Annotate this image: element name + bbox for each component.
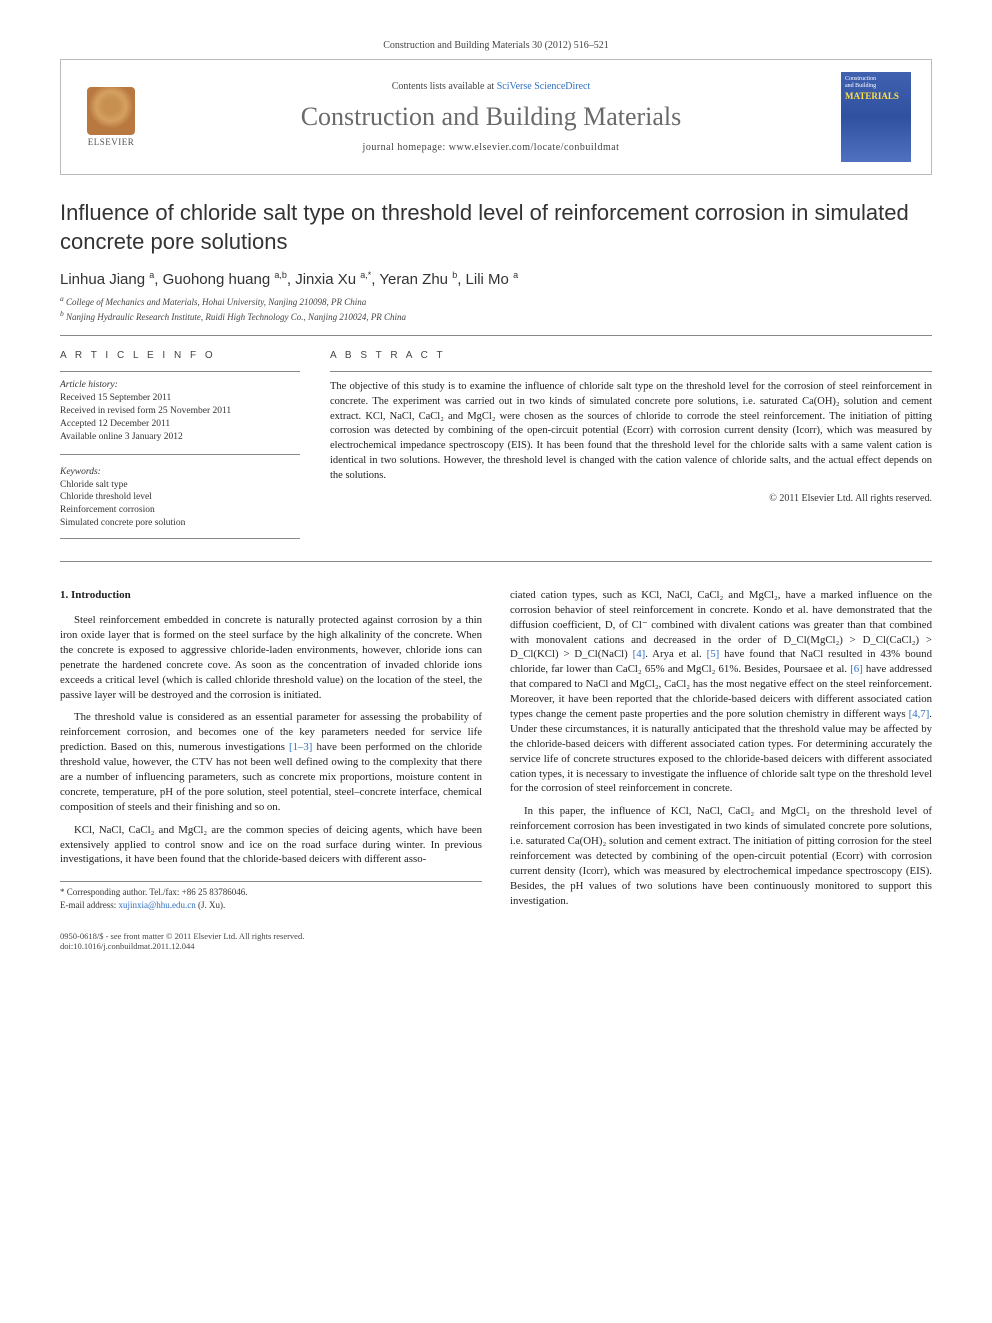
homepage-url[interactable]: www.elsevier.com/locate/conbuildmat xyxy=(449,142,620,153)
intro-para-5: In this paper, the influence of KCl, NaC… xyxy=(510,804,932,908)
keyword-4: Simulated concrete pore solution xyxy=(60,517,300,530)
journal-header-box: ELSEVIER Contents lists available at Sci… xyxy=(60,59,932,175)
affiliation-b: b Nanjing Hydraulic Research Institute, … xyxy=(60,309,932,324)
front-matter-line: 0950-0618/$ - see front matter © 2011 El… xyxy=(60,931,304,951)
sciverse-link[interactable]: SciVerse ScienceDirect xyxy=(497,81,591,92)
intro-para-3: KCl, NaCl, CaCl₂ and MgCl₂ are the commo… xyxy=(60,823,482,868)
history-received: Received 15 September 2011 xyxy=(60,392,300,405)
bottom-bar: 0950-0618/$ - see front matter © 2011 El… xyxy=(60,931,932,951)
email-suffix: (J. Xu). xyxy=(196,900,226,910)
meta-abstract-row: A R T I C L E I N F O Article history: R… xyxy=(60,336,932,561)
author-list: Linhua Jiang a, Guohong huang a,b, Jinxi… xyxy=(60,270,932,288)
affiliations: a College of Mechanics and Materials, Ho… xyxy=(60,294,932,323)
intro-para-4: ciated cation types, such as KCl, NaCl, … xyxy=(510,588,932,796)
email-label: E-mail address: xyxy=(60,900,118,910)
email-link[interactable]: xujinxia@hhu.edu.cn xyxy=(118,900,195,910)
keyword-2: Chloride threshold level xyxy=(60,491,300,504)
body-column-right: ciated cation types, such as KCl, NaCl, … xyxy=(510,588,932,917)
ref-link-4-7[interactable]: [4,7] xyxy=(909,708,930,720)
elsevier-tree-icon xyxy=(87,87,135,135)
abstract-heading: A B S T R A C T xyxy=(330,350,932,361)
keyword-3: Reinforcement corrosion xyxy=(60,504,300,517)
header-center: Contents lists available at SciVerse Sci… xyxy=(161,81,821,153)
section-title: Introduction xyxy=(71,589,131,601)
citation-line: Construction and Building Materials 30 (… xyxy=(60,40,932,51)
abstract-text: The objective of this study is to examin… xyxy=(330,380,932,483)
keywords-label: Keywords: xyxy=(60,467,300,477)
elsevier-logo: ELSEVIER xyxy=(81,82,141,152)
email-line: E-mail address: xujinxia@hhu.edu.cn (J. … xyxy=(60,899,482,911)
article-info-heading: A R T I C L E I N F O xyxy=(60,350,300,361)
journal-name: Construction and Building Materials xyxy=(161,102,821,132)
affiliation-a: a College of Mechanics and Materials, Ho… xyxy=(60,294,932,309)
body-column-left: 1. Introduction Steel reinforcement embe… xyxy=(60,588,482,917)
article-info-column: A R T I C L E I N F O Article history: R… xyxy=(60,350,300,547)
history-accepted: Accepted 12 December 2011 xyxy=(60,418,300,431)
history-label: Article history: xyxy=(60,380,300,390)
homepage-prefix: journal homepage: xyxy=(363,142,449,153)
contents-prefix: Contents lists available at xyxy=(392,81,497,92)
section-number: 1. xyxy=(60,589,68,601)
cover-line2: and Building xyxy=(845,83,907,90)
body-columns: 1. Introduction Steel reinforcement embe… xyxy=(60,588,932,917)
divider-bottom xyxy=(60,561,932,562)
cover-materials: MATERIALS xyxy=(845,91,907,101)
copyright-line: © 2011 Elsevier Ltd. All rights reserved… xyxy=(330,493,932,504)
keyword-1: Chloride salt type xyxy=(60,479,300,492)
ref-link-1-3[interactable]: [1–3] xyxy=(289,741,312,753)
ref-link-6[interactable]: [6] xyxy=(850,663,863,675)
article-title: Influence of chloride salt type on thres… xyxy=(60,199,932,256)
journal-cover-thumbnail: Construction and Building MATERIALS xyxy=(841,72,911,162)
cover-line1: Construction xyxy=(845,76,907,83)
footnotes: * Corresponding author. Tel./fax: +86 25… xyxy=(60,881,482,911)
history-online: Available online 3 January 2012 xyxy=(60,431,300,444)
journal-homepage-line: journal homepage: www.elsevier.com/locat… xyxy=(161,142,821,153)
abstract-column: A B S T R A C T The objective of this st… xyxy=(330,350,932,547)
contents-lists-line: Contents lists available at SciVerse Sci… xyxy=(161,81,821,92)
intro-para-2: The threshold value is considered as an … xyxy=(60,710,482,814)
ref-link-5[interactable]: [5] xyxy=(707,648,720,660)
ref-link-4[interactable]: [4] xyxy=(633,648,646,660)
corresponding-author: * Corresponding author. Tel./fax: +86 25… xyxy=(60,886,482,898)
intro-para-1: Steel reinforcement embedded in concrete… xyxy=(60,613,482,702)
section-heading-intro: 1. Introduction xyxy=(60,588,482,603)
elsevier-label: ELSEVIER xyxy=(88,137,135,147)
history-revised: Received in revised form 25 November 201… xyxy=(60,405,300,418)
